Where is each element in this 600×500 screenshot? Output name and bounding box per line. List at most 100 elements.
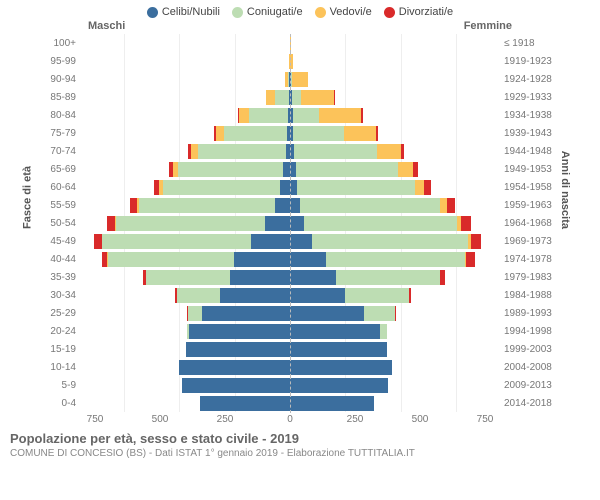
- age-row: 75-791939-1943: [44, 124, 556, 142]
- male-bar: [80, 378, 290, 393]
- seg-d: [107, 216, 115, 231]
- seg-v: [216, 126, 224, 141]
- age-label: 10-14: [44, 362, 80, 373]
- age-row: 20-241994-1998: [44, 322, 556, 340]
- age-label: 50-54: [44, 218, 80, 229]
- seg-d: [466, 252, 474, 267]
- age-row: 10-142004-2008: [44, 358, 556, 376]
- seg-co: [178, 162, 283, 177]
- seg-d: [409, 288, 411, 303]
- seg-c: [251, 234, 290, 249]
- seg-co: [146, 270, 230, 285]
- age-row: 90-94 1924-1928: [44, 70, 556, 88]
- female-bar: [290, 144, 500, 159]
- seg-co: [300, 198, 440, 213]
- legend-label: Divorziati/e: [399, 6, 453, 18]
- age-label: 75-79: [44, 128, 80, 139]
- age-row: 5-92009-2013: [44, 376, 556, 394]
- seg-c: [189, 324, 290, 339]
- age-label: 95-99: [44, 56, 80, 67]
- birth-label: 1954-1958: [500, 182, 556, 193]
- birth-label: 1944-1948: [500, 146, 556, 157]
- seg-co: [275, 90, 289, 105]
- age-row: 30-341984-1988: [44, 286, 556, 304]
- male-bar: [80, 126, 290, 141]
- age-label: 55-59: [44, 200, 80, 211]
- male-bar: [80, 342, 290, 357]
- age-row: 70-741944-1948: [44, 142, 556, 160]
- x-tick: 500: [405, 414, 435, 425]
- female-bar: [290, 108, 500, 123]
- seg-c: [290, 234, 312, 249]
- x-tick: 750: [470, 414, 500, 425]
- male-bar: [80, 180, 290, 195]
- male-bar: [80, 198, 290, 213]
- row-bars: [80, 216, 500, 231]
- seg-v: [289, 54, 290, 69]
- seg-c: [288, 108, 290, 123]
- age-row: 50-541964-1968: [44, 214, 556, 232]
- seg-c: [290, 180, 297, 195]
- seg-co: [336, 270, 440, 285]
- male-bar: [80, 234, 290, 249]
- legend-swatch: [147, 7, 158, 18]
- seg-c: [289, 72, 290, 87]
- birth-label: 2014-2018: [500, 398, 556, 409]
- age-row: 25-291989-1993: [44, 304, 556, 322]
- female-bar: [290, 270, 500, 285]
- row-bars: [80, 270, 500, 285]
- age-row: 15-191999-2003: [44, 340, 556, 358]
- birth-label: 1999-2003: [500, 344, 556, 355]
- seg-d: [424, 180, 431, 195]
- seg-co: [177, 288, 220, 303]
- seg-c: [179, 360, 290, 375]
- seg-c: [289, 90, 290, 105]
- birth-label: ≤ 1918: [500, 38, 556, 49]
- age-row: 55-59 1959-1963: [44, 196, 556, 214]
- seg-co: [293, 126, 343, 141]
- age-label: 90-94: [44, 74, 80, 85]
- birth-label: 1949-1953: [500, 164, 556, 175]
- footer-title: Popolazione per età, sesso e stato civil…: [10, 431, 590, 446]
- female-label: Femmine: [464, 20, 512, 32]
- age-row: 40-441974-1978: [44, 250, 556, 268]
- footer: Popolazione per età, sesso e stato civil…: [0, 425, 600, 459]
- seg-v: [239, 108, 249, 123]
- seg-v: [290, 54, 293, 69]
- seg-co: [326, 252, 465, 267]
- seg-d: [471, 234, 482, 249]
- birth-label: 1969-1973: [500, 236, 556, 247]
- birth-label: 1979-1983: [500, 272, 556, 283]
- female-bar: [290, 288, 500, 303]
- female-bar: [290, 36, 500, 51]
- seg-c: [182, 378, 290, 393]
- male-bar: [80, 36, 290, 51]
- age-label: 85-89: [44, 92, 80, 103]
- x-tick: 500: [145, 414, 175, 425]
- age-label: 5-9: [44, 380, 80, 391]
- birth-label: 1924-1928: [500, 74, 556, 85]
- birth-label: 1929-1933: [500, 92, 556, 103]
- seg-co: [108, 252, 234, 267]
- age-label: 0-4: [44, 398, 80, 409]
- male-bar: [80, 216, 290, 231]
- female-bar: [290, 306, 500, 321]
- seg-co: [380, 324, 387, 339]
- birth-label: 1974-1978: [500, 254, 556, 265]
- seg-d: [361, 108, 362, 123]
- female-bar: [290, 360, 500, 375]
- seg-d: [94, 234, 102, 249]
- seg-v: [415, 180, 425, 195]
- legend-label: Coniugati/e: [247, 6, 303, 18]
- row-bars: [80, 324, 500, 339]
- male-bar: [80, 306, 290, 321]
- birth-label: 1934-1938: [500, 110, 556, 121]
- row-bars: [80, 342, 500, 357]
- legend: Celibi/NubiliConiugati/eVedovi/eDivorzia…: [0, 0, 600, 20]
- seg-co: [198, 144, 286, 159]
- male-bar: [80, 288, 290, 303]
- seg-c: [283, 162, 290, 177]
- seg-co: [102, 234, 250, 249]
- chart: Fasce di età Anni di nascita 100+≤ 19189…: [0, 34, 600, 412]
- birth-label: 1959-1963: [500, 200, 556, 211]
